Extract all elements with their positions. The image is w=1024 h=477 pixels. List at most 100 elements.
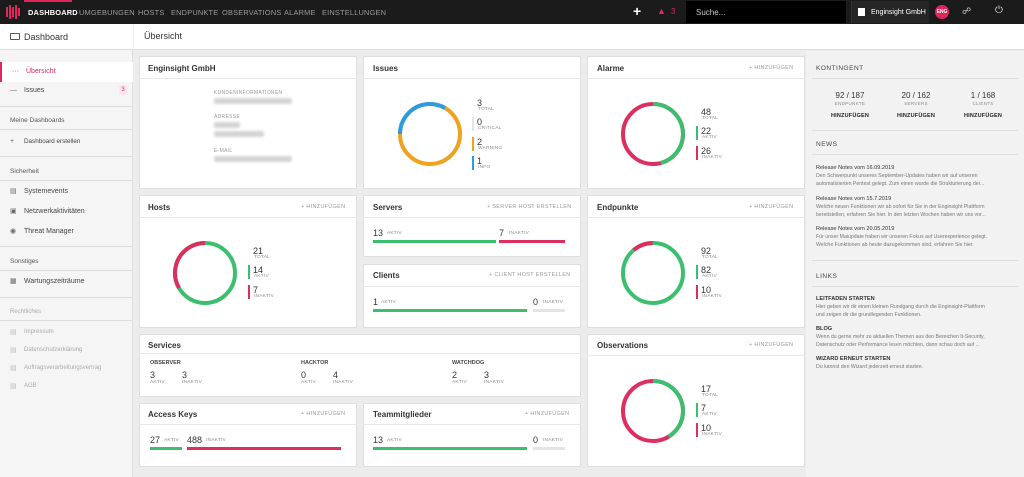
- servers-create-button[interactable]: + SERVER HOST ERSTELLEN: [487, 204, 572, 210]
- sidebar-item-agb[interactable]: ▤ AGB: [0, 377, 133, 397]
- sidebar-item-avv[interactable]: ▤ Auftragsverarbeitungsvertrag: [0, 359, 133, 379]
- sidebar-item-netzwerk[interactable]: ▣ Netzwerkaktivitäten: [0, 202, 133, 222]
- divider: [587, 355, 805, 356]
- link-blog[interactable]: BLOG: [816, 326, 833, 332]
- news-item-title[interactable]: Release Notes vom 15.7.2019: [816, 196, 892, 202]
- observations-add-button[interactable]: + HINZUFÜGEN: [749, 342, 794, 348]
- avatar[interactable]: ENG: [935, 5, 949, 19]
- sidebar-item-datenschutz[interactable]: ▤ Datenschutzerklärung: [0, 341, 133, 361]
- add-icon[interactable]: +: [633, 3, 642, 19]
- endpunkte-active-value: 82: [701, 265, 712, 275]
- issues-critical-value: 0: [477, 117, 483, 127]
- sidebar-item-label: Netzwerkaktivitäten: [24, 208, 85, 215]
- doc-icon: ▤: [10, 383, 17, 390]
- sidebar-item-systemevents[interactable]: ▤ Systemevents: [0, 182, 133, 202]
- sidebar-title: Dashboard: [24, 32, 69, 42]
- sidebar-item-wartung[interactable]: ▦ Wartungszeiträume: [0, 272, 133, 292]
- endpunkte-active-label: AKTIV: [702, 274, 717, 279]
- search-input[interactable]: [686, 1, 846, 23]
- alarme-add-button[interactable]: + HINZUFÜGEN: [749, 65, 794, 71]
- blurred-text: [214, 131, 264, 137]
- clients-active-value: 1: [373, 297, 379, 307]
- issues-warning-label: WARNING: [478, 146, 503, 151]
- observer-active-label: AKTIV: [150, 380, 165, 385]
- access-keys-add-button[interactable]: + HINZUFÜGEN: [301, 411, 346, 417]
- endpunkte-add-button[interactable]: + HINZUFÜGEN: [749, 204, 794, 210]
- hosts-inactive-label: INAKTIV: [254, 294, 275, 299]
- active-stripe: [696, 265, 698, 279]
- nav-umgebungen[interactable]: UMGEBUNGEN: [79, 8, 135, 17]
- servers-inactive-value: 7: [499, 228, 505, 238]
- clients-inactive-bar: [533, 309, 565, 312]
- divider: [0, 320, 133, 321]
- services-card[interactable]: [139, 334, 581, 397]
- nav-observations[interactable]: OBSERVATIONS: [222, 8, 282, 17]
- hacktor-active-label: AKTIV: [301, 380, 316, 385]
- headset-icon[interactable]: ☍: [962, 6, 972, 16]
- news-item-title[interactable]: Release Notes vom 16.09.2019: [816, 165, 895, 171]
- nav-dashboard[interactable]: DASHBOARD: [28, 8, 78, 17]
- team-active-label: AKTIV: [387, 438, 402, 443]
- sidebar-item-label: Systemevents: [24, 188, 68, 195]
- nav-einstellungen[interactable]: EINSTELLUNGEN: [322, 8, 387, 17]
- sidebar-item-threat-manager[interactable]: ◉ Threat Manager: [0, 222, 133, 242]
- active-stripe: [696, 126, 698, 140]
- kontingent-endpunkte-add-button[interactable]: HINZUFÜGEN: [830, 113, 870, 119]
- news-item-title[interactable]: Release Notes vom 20.05.2019: [816, 226, 895, 232]
- nav-alarme[interactable]: ALARME: [284, 8, 316, 17]
- organization-name[interactable]: Enginsight GmbH: [871, 9, 926, 16]
- news-title: NEWS: [816, 141, 838, 148]
- nav-endpunkte[interactable]: ENDPUNKTE: [171, 8, 219, 17]
- warning-stripe: [472, 137, 474, 151]
- endpunkte-total-label: TOTAL: [702, 255, 719, 260]
- link-leitfaden[interactable]: LEITFADEN STARTEN: [816, 296, 875, 302]
- email-label: E-MAIL: [214, 148, 233, 154]
- link-text: Hier geben wir dir einen kleinen Rundgan…: [816, 304, 985, 310]
- observations-total-value: 17: [701, 384, 712, 394]
- team-card[interactable]: [363, 403, 581, 467]
- team-add-button[interactable]: + HINZUFÜGEN: [525, 411, 570, 417]
- dots-icon: ···: [12, 68, 19, 75]
- link-text: Datenschutz oder Performance lesen möcht…: [816, 342, 980, 348]
- blurred-text: [214, 98, 292, 104]
- watchdog-inactive-label: INAKTIV: [484, 380, 505, 385]
- organization-selector[interactable]: [851, 1, 929, 23]
- divider: [812, 286, 1018, 287]
- issues-total-value: 3: [477, 98, 483, 108]
- divider: [363, 424, 581, 425]
- team-active-value: 13: [373, 435, 384, 445]
- clients-active-label: AKTIV: [381, 300, 396, 305]
- clients-inactive-value: 0: [533, 297, 539, 307]
- doc-icon: ▤: [10, 347, 17, 354]
- alarm-count[interactable]: 3: [671, 7, 676, 16]
- create-dashboard-link[interactable]: + Dashboard erstellen: [0, 132, 133, 152]
- servers-card[interactable]: [363, 195, 581, 257]
- watchdog-active-value: 2: [452, 370, 458, 380]
- hacktor-inactive-value: 4: [333, 370, 339, 380]
- access-keys-inactive-label: INAKTIV: [206, 438, 227, 443]
- clients-card[interactable]: [363, 264, 581, 328]
- observer-inactive-value: 3: [182, 370, 188, 380]
- link-wizard[interactable]: WIZARD ERNEUT STARTEN: [816, 356, 891, 362]
- sidebar-item-label: Auftragsverarbeitungsvertrag: [24, 365, 102, 371]
- sidebar-item-impressum[interactable]: ▤ Impressum: [0, 323, 133, 343]
- kontingent-servers-add-button[interactable]: HINZUFÜGEN: [896, 113, 936, 119]
- access-keys-card[interactable]: [139, 403, 357, 467]
- enginsight-logo[interactable]: [6, 5, 20, 19]
- nav-hosts[interactable]: HOSTS: [138, 8, 165, 17]
- divider: [363, 286, 581, 287]
- kontingent-clients-add-button[interactable]: HINZUFÜGEN: [963, 113, 1003, 119]
- list-icon: ▤: [10, 188, 17, 195]
- clients-create-button[interactable]: + CLIENT HOST ERSTELLEN: [489, 272, 571, 278]
- hosts-add-button[interactable]: + HINZUFÜGEN: [301, 204, 346, 210]
- endpunkte-inactive-value: 10: [701, 285, 712, 295]
- alarm-fire-icon[interactable]: ▲: [657, 6, 666, 16]
- issues-count-badge: 3: [119, 85, 127, 95]
- watchdog-active-label: AKTIV: [452, 380, 467, 385]
- sidebar-item-uebersicht[interactable]: ··· Übersicht: [0, 62, 133, 82]
- sidebar-item-label: Datenschutzerklärung: [24, 347, 83, 353]
- hosts-donut: [173, 241, 237, 305]
- power-icon[interactable]: ⏻: [995, 5, 1003, 16]
- sidebar-item-issues[interactable]: — Issues: [0, 81, 133, 101]
- org-card: [139, 56, 357, 189]
